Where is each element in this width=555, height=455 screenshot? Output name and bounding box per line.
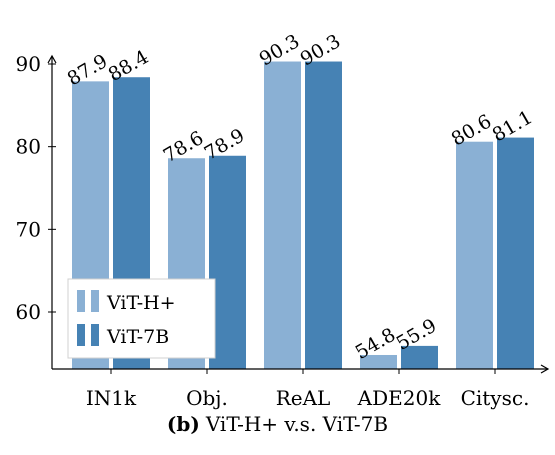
axes-layer: IN1k Obj. ReAL ADE20k Citysc. 60 70 80 90 [16,52,550,410]
bars-layer [72,61,534,370]
bar-vit-h-citysc [456,141,493,369]
legend: ViT-H+ ViT-7B [67,278,216,359]
bar-vit-h-real [264,61,301,370]
legend-swatch-vit-7b [77,324,99,346]
y-tick-label-70: 70 [16,217,41,241]
category-label-ade20k: ADE20k [357,386,442,410]
x-axis-arrow [540,364,550,374]
legend-label-vit-7b: ViT-7B [106,326,169,348]
caption-label: (b) [166,412,200,436]
bar-vit-7b-real [305,61,342,370]
caption-text: ViT-H+ v.s. ViT-7B [205,412,389,436]
legend-swatch-vit-h [77,290,99,312]
legend-label-vit-h: ViT-H+ [106,292,176,314]
category-label-obj: Obj. [186,386,228,410]
y-tick-label-60: 60 [16,300,41,324]
y-tick-label-80: 80 [16,135,41,159]
category-label-in1k: IN1k [86,386,137,410]
y-tick-label-90: 90 [16,52,41,76]
figure-caption: (b) ViT-H+ v.s. ViT-7B [0,412,555,436]
y-axis-arrow [47,54,57,64]
bar-vit-h-ade20k [360,354,397,369]
category-label-citysc: Citysc. [461,386,530,410]
bar-vit-7b-ade20k [401,345,438,369]
category-label-real: ReAL [276,386,331,410]
bar-vit-7b-citysc [497,137,534,369]
